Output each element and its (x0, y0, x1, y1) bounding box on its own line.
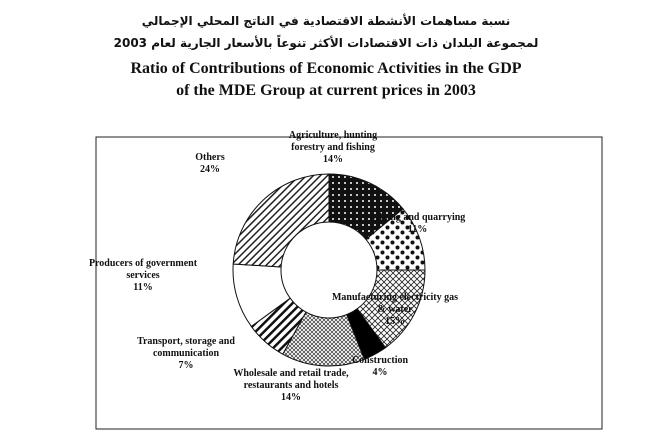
value-label: 11% (407, 224, 428, 235)
chart-title: of the MDE Group at current prices in 20… (176, 82, 476, 99)
category-label: Transport, storage and communication (137, 336, 235, 359)
title-ar: لمجموعة البلدان ذات الاقتصادات الأكثر تن… (113, 36, 539, 50)
value-label: 14% (323, 154, 343, 165)
slice-label: Manufacturing electricity gas & water 15% (330, 292, 460, 328)
category-label: Producers of government services (88, 258, 198, 281)
category-label: Wholesale and retail trade, restaurants … (233, 368, 349, 391)
slice-label: Agriculture, hunting forestry and fishin… (278, 130, 388, 166)
value-label: 14% (281, 392, 301, 403)
slice (232, 173, 330, 268)
chart-title: Ratio of Contributions of Economic Activ… (130, 60, 522, 77)
title-ar: نسبة مساهمات الأنشطة الاقتصادية في النات… (141, 14, 511, 28)
value-label: 11% (133, 282, 153, 293)
category-label: Mining and quarrying (369, 212, 466, 223)
value-label: 4% (372, 367, 388, 378)
category-label: Manufacturing electricity gas & water (331, 292, 459, 315)
value-label: 15% (385, 316, 405, 327)
slice-label: Others 24% (180, 152, 240, 176)
category-label: Construction (351, 355, 409, 366)
plot-frame (95, 136, 603, 430)
slice-label: Transport, storage and communication 7% (126, 336, 246, 372)
value-label: 24% (200, 164, 220, 175)
value-label: 7% (178, 360, 194, 371)
slice-label: Producers of government services 11% (88, 258, 198, 294)
category-label: Agriculture, hunting forestry and fishin… (288, 130, 378, 153)
slice-label: Mining and quarrying 11% (355, 212, 480, 236)
slice-label: Construction 4% (340, 355, 420, 379)
slice-label: Wholesale and retail trade, restaurants … (226, 368, 356, 404)
category-label: Others (195, 152, 225, 163)
